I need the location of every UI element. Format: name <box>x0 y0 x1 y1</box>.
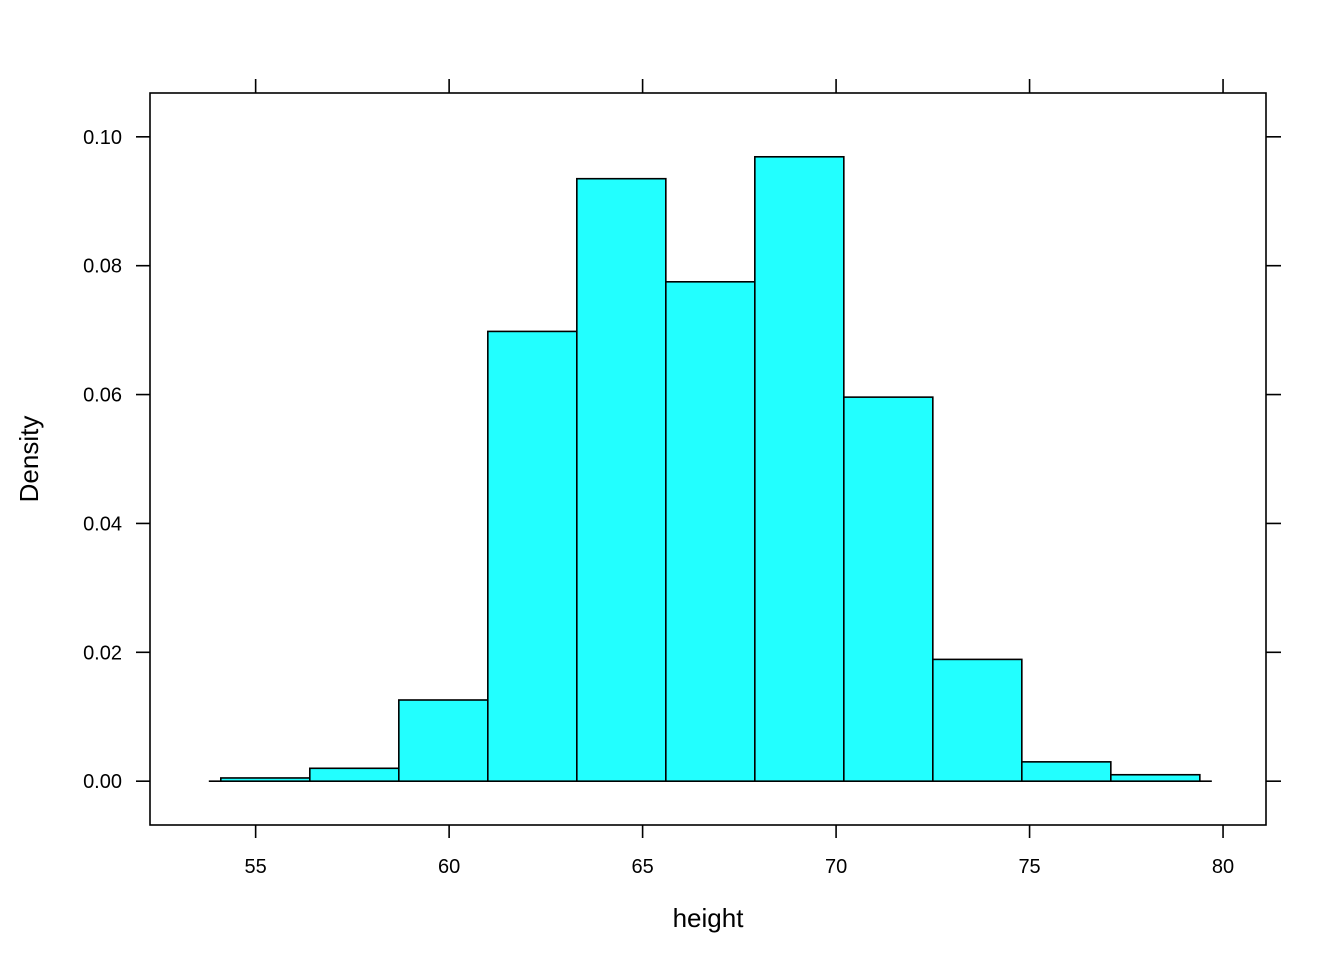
y-axis-ticks: 0.00 0.02 0.04 0.06 0.08 0.10 <box>83 127 1281 793</box>
x-tick-label: 55 <box>245 856 267 878</box>
y-tick-label: 0.04 <box>83 513 122 535</box>
x-tick-label: 75 <box>1018 856 1040 878</box>
x-axis-title: height <box>673 903 745 933</box>
x-axis-ticks: 55 60 65 70 75 80 <box>245 79 1234 878</box>
histogram-bar <box>309 767 400 782</box>
histogram-bar <box>932 658 1023 782</box>
histogram-bar <box>398 699 489 782</box>
histogram-bar <box>220 777 311 782</box>
bars-group <box>220 155 1201 782</box>
x-tick-label: 65 <box>631 856 653 878</box>
y-tick-label: 0.00 <box>83 771 122 793</box>
histogram-bar <box>1021 761 1112 782</box>
histogram-bar <box>576 177 667 782</box>
histogram-bar <box>754 155 845 782</box>
histogram-bar <box>843 396 934 782</box>
y-tick-label: 0.08 <box>83 256 122 278</box>
histogram-bar <box>487 330 578 782</box>
histogram-bar <box>665 280 756 782</box>
x-tick-label: 70 <box>825 856 847 878</box>
x-tick-label: 80 <box>1212 856 1234 878</box>
y-tick-label: 0.02 <box>83 642 122 664</box>
y-axis-title: Density <box>14 416 44 503</box>
x-tick-label: 60 <box>438 856 460 878</box>
panel-frame <box>149 92 1267 826</box>
y-tick-label: 0.10 <box>83 127 122 149</box>
y-tick-label: 0.06 <box>83 385 122 407</box>
histogram-bar <box>1110 773 1201 782</box>
